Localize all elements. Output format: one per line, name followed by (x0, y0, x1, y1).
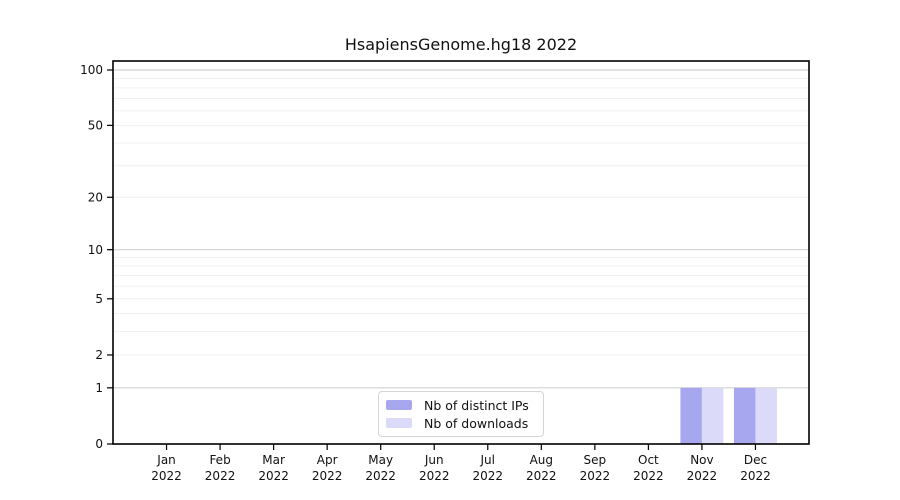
legend-label-downloads: Nb of downloads (424, 415, 529, 431)
legend-swatch-downloads (386, 418, 412, 428)
y-tick-label: 0 (95, 437, 103, 451)
x-tick-label-year: 2022 (312, 469, 343, 483)
y-tick-label: 50 (88, 119, 103, 133)
plot-border (112, 60, 810, 445)
x-tick-label-month: Apr (317, 453, 338, 467)
bar-distinct-ips (680, 387, 702, 444)
x-tick-label-month: Aug (530, 453, 553, 467)
x-tick-label-year: 2022 (580, 469, 611, 483)
y-tick-label: 10 (88, 243, 103, 257)
x-tick-label-month: Sep (584, 453, 607, 467)
chart-title: HsapiensGenome.hg18 2022 (344, 35, 578, 54)
x-tick-label-month: May (368, 453, 393, 467)
x-tick-label-month: Jan (156, 453, 176, 467)
bar-downloads (755, 387, 777, 444)
x-tick-label-year: 2022 (526, 469, 557, 483)
x-tick-label-month: Dec (744, 453, 767, 467)
y-tick-label: 2 (95, 348, 103, 362)
x-tick-label-month: Nov (690, 453, 713, 467)
legend-item-distinct-ips: Nb of distinct IPs (386, 397, 535, 413)
x-tick-label-year: 2022 (472, 469, 503, 483)
x-tick-label-year: 2022 (633, 469, 664, 483)
x-tick-label-month: Jun (424, 453, 444, 467)
x-tick-label-year: 2022 (365, 469, 396, 483)
legend: Nb of distinct IPs Nb of downloads (378, 391, 544, 437)
x-tick-label-year: 2022 (151, 469, 182, 483)
x-tick-label-month: Oct (638, 453, 659, 467)
x-tick-label-month: Mar (262, 453, 285, 467)
x-tick-label-year: 2022 (258, 469, 289, 483)
x-tick-label-year: 2022 (740, 469, 771, 483)
legend-label-distinct-ips: Nb of distinct IPs (424, 397, 529, 413)
x-tick-label-year: 2022 (419, 469, 450, 483)
y-tick-label: 20 (88, 190, 103, 204)
y-tick-label: 1 (95, 381, 103, 395)
legend-item-downloads: Nb of downloads (386, 415, 535, 431)
bar-distinct-ips (733, 387, 756, 444)
y-tick-label: 5 (95, 292, 103, 306)
bar-downloads (701, 387, 724, 444)
y-tick-label: 100 (80, 63, 103, 77)
x-tick-label-year: 2022 (205, 469, 236, 483)
x-tick-label-month: Jul (480, 453, 495, 467)
x-tick-label-month: Feb (209, 453, 230, 467)
x-tick-label-year: 2022 (687, 469, 718, 483)
legend-swatch-distinct-ips (386, 400, 412, 410)
